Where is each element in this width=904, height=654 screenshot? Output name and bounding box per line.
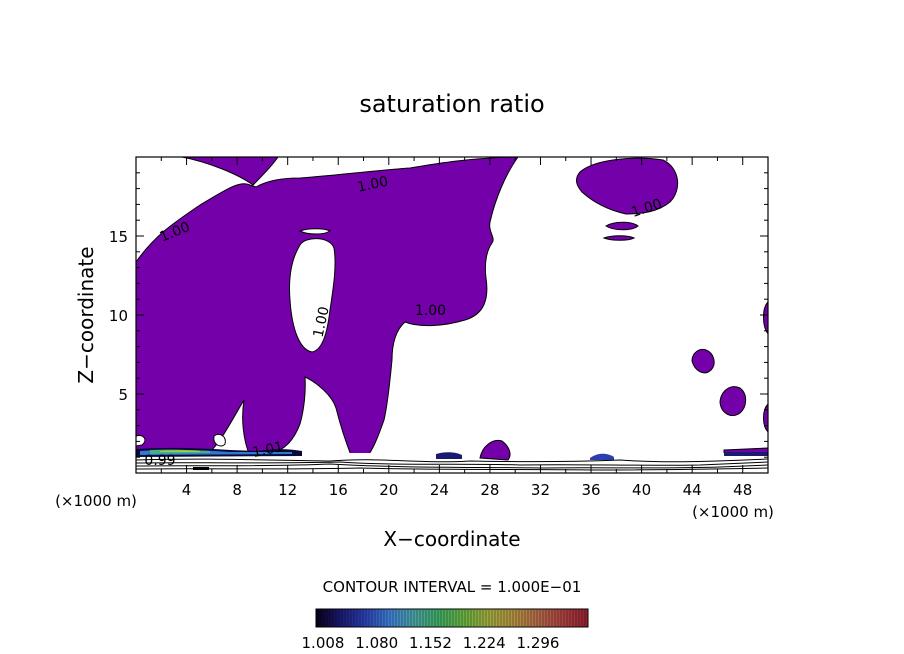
region-blob-2	[719, 386, 747, 416]
region-blob-1	[691, 349, 715, 374]
hole-slit	[298, 228, 331, 235]
colorbar-stripes	[317, 610, 586, 626]
contour-interval-text: CONTOUR INTERVAL = 1.000E−01	[323, 578, 582, 596]
y-tick-label: 15	[109, 228, 128, 246]
surface-band	[136, 439, 768, 473]
x-unit-right: (×1000 m)	[692, 503, 774, 521]
colorbar-tick-label: 1.080	[355, 634, 398, 652]
colorbar-tick-label: 1.008	[302, 634, 345, 652]
colorbar	[315, 608, 589, 628]
colorbar-tick-label: 1.152	[409, 634, 452, 652]
y-axis-label: Z−coordinate	[74, 246, 98, 383]
x-tick-label: 24	[430, 481, 449, 499]
x-tick-label: 48	[733, 481, 752, 499]
region-small-bar-1	[605, 221, 639, 231]
hole-tall	[289, 238, 336, 353]
contour-label: 1.01	[251, 439, 285, 461]
contour-label: 0.99	[144, 453, 175, 469]
region-right-edge-1	[763, 301, 768, 335]
x-tick-label: 12	[278, 481, 297, 499]
x-tick-label: 8	[232, 481, 242, 499]
contour-label: 1.00	[356, 174, 390, 196]
y-tick-label: 5	[118, 386, 128, 404]
x-tick-label: 32	[531, 481, 550, 499]
x-tick-label: 44	[683, 481, 702, 499]
x-tick-label: 4	[182, 481, 192, 499]
region-small-bar-2	[602, 235, 636, 241]
colorbar-tick-label: 1.224	[463, 634, 506, 652]
hole-mid-nub	[213, 433, 226, 447]
y-tick-labels: 5 10 15	[109, 228, 128, 404]
hole-left-nub	[136, 435, 146, 447]
region-right-edge-2	[763, 403, 768, 433]
x-tick-label: 28	[480, 481, 499, 499]
colorbar-labels: 1.008 1.080 1.152 1.224 1.296	[302, 634, 560, 652]
x-unit-left: (×1000 m)	[55, 492, 137, 510]
x-tick-label: 20	[379, 481, 398, 499]
x-tick-labels: 4 8 12 16 20 24 28 32 36 40 44 48	[182, 481, 752, 499]
y-tick-label: 10	[109, 307, 128, 325]
clear-air-holes	[136, 228, 336, 447]
supersaturation-regions	[136, 157, 768, 459]
colorbar-tick-label: 1.296	[517, 634, 560, 652]
x-tick-label: 16	[329, 481, 348, 499]
x-tick-label: 40	[632, 481, 651, 499]
region-top-left	[181, 157, 279, 186]
chart-title: saturation ratio	[359, 90, 544, 118]
region-upper-right	[576, 157, 679, 215]
x-axis-label: X−coordinate	[383, 527, 520, 551]
contour-label: 1.00	[415, 303, 446, 319]
contour-label: 1.00	[311, 305, 333, 339]
axis-ticks	[136, 157, 768, 473]
x-tick-label: 36	[581, 481, 600, 499]
plot-area: 1.001.001.001.00 1.001.010.99	[136, 157, 768, 473]
